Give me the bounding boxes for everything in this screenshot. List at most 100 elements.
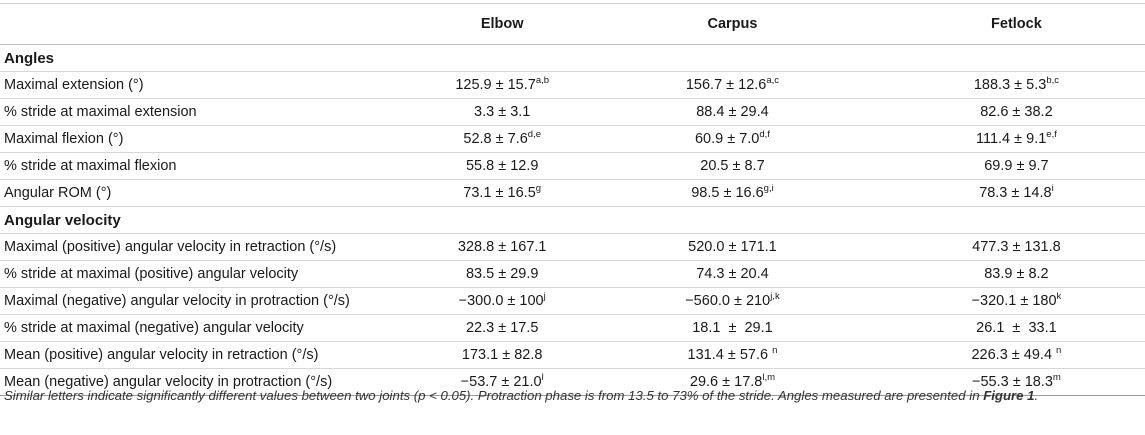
cell-carpus: 18.1 ± 29.1 xyxy=(617,314,848,342)
table-row: Maximal extension (°) 125.9 ± 15.7a,b 156.… xyxy=(0,71,1145,99)
cell-value: 520.0 ± 171.1 xyxy=(688,239,777,255)
row-label: Maximal (positive) angular velocity in r… xyxy=(0,233,388,261)
row-label: Angular ROM (°) xyxy=(0,179,388,207)
cell-value: 111.4 ± 9.1 xyxy=(975,131,1047,147)
cell-value: 60.9 ± 7.0 xyxy=(694,131,760,147)
row-label: % stride at maximal (negative) angular v… xyxy=(0,314,388,342)
cell-carpus: 20.5 ± 8.7 xyxy=(617,152,848,180)
significance-superscript: i xyxy=(1051,183,1054,194)
table-body: Angles Maximal extension (°) 125.9 ± 15.7a… xyxy=(0,44,1145,396)
cell-carpus: 29.6 ± 17.8l,m xyxy=(617,368,848,396)
cell-value: 156.7 ± 12.6 xyxy=(685,77,767,93)
significance-superscript: d,e xyxy=(527,129,541,140)
table-header-row: Elbow Carpus Fetlock xyxy=(0,3,1145,45)
row-label: Mean (negative) angular velocity in prot… xyxy=(0,368,388,396)
cell-value: 226.3 ± 49.4 xyxy=(971,347,1057,363)
significance-superscript: k xyxy=(1056,291,1062,302)
cell-carpus: 131.4 ± 57.6 n xyxy=(617,341,848,369)
cell-value: 55.8 ± 12.9 xyxy=(465,158,539,174)
cell-carpus: 156.7 ± 12.6a,c xyxy=(617,71,848,99)
cell-value: 328.8 ± 167.1 xyxy=(457,239,547,255)
significance-superscript: j xyxy=(543,291,546,302)
row-label: Maximal extension (°) xyxy=(0,71,388,99)
cell-value: 18.1 ± 29.1 xyxy=(692,320,773,336)
significance-superscript: n xyxy=(772,345,778,356)
cell-value: −320.1 ± 180 xyxy=(971,293,1057,309)
data-table: Elbow Carpus Fetlock Angles Maximal exten… xyxy=(0,3,1145,396)
significance-superscript: a,c xyxy=(766,75,780,86)
significance-superscript: j,k xyxy=(770,291,780,302)
row-label: Maximal (negative) angular velocity in p… xyxy=(0,287,388,315)
significance-superscript: m xyxy=(1052,372,1061,383)
significance-superscript: d,f xyxy=(759,129,770,140)
cell-elbow: 3.3 ± 3.1 xyxy=(387,98,618,126)
cell-value: 83.5 ± 29.9 xyxy=(465,266,539,282)
cell-carpus: 74.3 ± 20.4 xyxy=(617,260,848,288)
header-elbow: Elbow xyxy=(480,16,524,32)
cell-carpus: 88.4 ± 29.4 xyxy=(617,98,848,126)
cell-value: −560.0 ± 210 xyxy=(685,293,771,309)
cell-value: 29.6 ± 17.8 xyxy=(689,374,763,390)
cell-fetlock: 69.9 ± 9.7 xyxy=(847,152,1145,180)
table-row: Angular ROM (°) 73.1 ± 16.5g 98.5 ± 16.6g,… xyxy=(0,179,1145,207)
cell-value: 82.6 ± 38.2 xyxy=(980,104,1053,120)
cell-value: 69.9 ± 9.7 xyxy=(984,158,1049,174)
cell-carpus: 98.5 ± 16.6g,i xyxy=(617,179,848,207)
cell-elbow: 125.9 ± 15.7a,b xyxy=(387,71,618,99)
cell-elbow: 73.1 ± 16.5g xyxy=(387,179,618,207)
cell-value: 88.4 ± 29.4 xyxy=(696,104,769,120)
cell-elbow: −53.7 ± 21.0l xyxy=(387,368,618,396)
significance-superscript: a,b xyxy=(535,75,550,86)
cell-value: 173.1 ± 82.8 xyxy=(461,347,543,363)
cell-value: −300.0 ± 100 xyxy=(458,293,544,309)
cell-value: 3.3 ± 3.1 xyxy=(474,104,531,120)
section-heading: Angles xyxy=(0,44,1145,72)
cell-fetlock: 82.6 ± 38.2 xyxy=(847,98,1145,126)
cell-fetlock: 26.1 ± 33.1 xyxy=(847,314,1145,342)
table-footnote: Similar letters indicate significantly d… xyxy=(4,388,1038,403)
significance-superscript: l,m xyxy=(762,372,776,383)
cell-value: 74.3 ± 20.4 xyxy=(696,266,769,282)
figure-reference: Figure 1 xyxy=(983,388,1035,403)
table-row: Mean (negative) angular velocity in prot… xyxy=(0,368,1145,396)
cell-carpus: 60.9 ± 7.0d,f xyxy=(617,125,848,153)
cell-fetlock: 188.3 ± 5.3b,c xyxy=(847,71,1145,99)
cell-value: 125.9 ± 15.7 xyxy=(455,77,536,93)
table-row: Maximal (negative) angular velocity in p… xyxy=(0,287,1145,315)
cell-value: 22.3 ± 17.5 xyxy=(465,320,539,336)
section-heading: Angular velocity xyxy=(0,206,1145,234)
table-row: % stride at maximal (positive) angular v… xyxy=(0,260,1145,288)
cell-value: −53.7 ± 21.0 xyxy=(460,374,542,390)
table-row: % stride at maximal flexion 55.8 ± 12.9 20… xyxy=(0,152,1145,180)
cell-elbow: −300.0 ± 100j xyxy=(387,287,618,315)
cell-carpus: 520.0 ± 171.1 xyxy=(617,233,848,261)
cell-elbow: 83.5 ± 29.9 xyxy=(387,260,618,288)
cell-value: 20.5 ± 8.7 xyxy=(700,158,765,174)
table-row: Maximal flexion (°) 52.8 ± 7.6d,e 60.9 ± 7… xyxy=(0,125,1145,153)
cell-carpus: −560.0 ± 210j,k xyxy=(617,287,848,315)
header-carpus: Carpus xyxy=(707,16,758,32)
significance-superscript: n xyxy=(1056,345,1062,356)
row-label: % stride at maximal (positive) angular v… xyxy=(0,260,388,288)
significance-superscript: g,i xyxy=(763,183,774,194)
cell-elbow: 173.1 ± 82.8 xyxy=(387,341,618,369)
cell-value: −55.3 ± 18.3 xyxy=(971,374,1053,390)
section-heading-row: Angular velocity xyxy=(0,206,1145,234)
row-label: Maximal flexion (°) xyxy=(0,125,388,153)
significance-superscript: e,f xyxy=(1046,129,1057,140)
significance-superscript: b,c xyxy=(1046,75,1059,86)
table-row: Mean (positive) angular velocity in retr… xyxy=(0,341,1145,369)
cell-fetlock: −320.1 ± 180k xyxy=(847,287,1145,315)
cell-elbow: 55.8 ± 12.9 xyxy=(387,152,618,180)
cell-fetlock: 111.4 ± 9.1e,f xyxy=(847,125,1145,153)
header-fetlock: Fetlock xyxy=(991,16,1042,32)
cell-value: 477.3 ± 131.8 xyxy=(972,239,1061,255)
cell-fetlock: 83.9 ± 8.2 xyxy=(847,260,1145,288)
cell-elbow: 52.8 ± 7.6d,e xyxy=(387,125,618,153)
cell-fetlock: 477.3 ± 131.8 xyxy=(847,233,1145,261)
header-blank xyxy=(0,4,387,45)
cell-fetlock: 78.3 ± 14.8i xyxy=(847,179,1145,207)
cell-elbow: 328.8 ± 167.1 xyxy=(387,233,618,261)
footnote-text: Similar letters indicate significantly d… xyxy=(4,388,984,403)
